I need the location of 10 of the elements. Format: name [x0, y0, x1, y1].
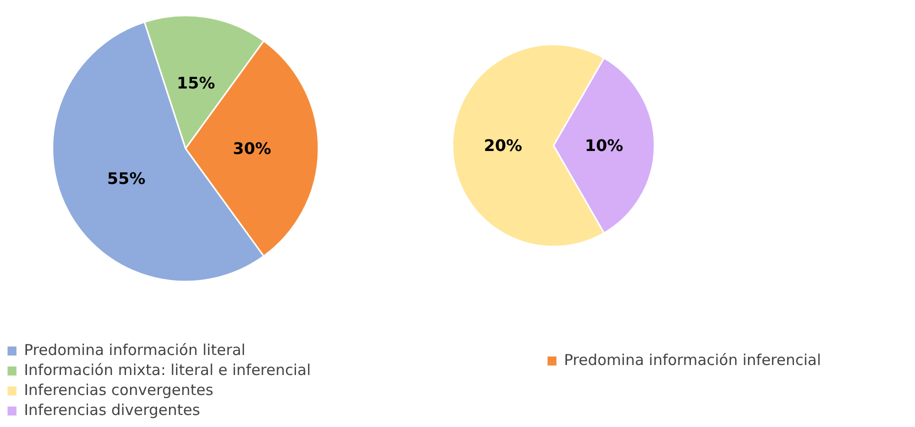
data-label: 15% — [176, 73, 216, 92]
data-label: 55% — [107, 169, 146, 188]
legend-label: Información mixta: literal e inferencial — [24, 361, 311, 379]
legend-label: Inferencias divergentes — [24, 401, 200, 419]
legend-label: Predomina información literal — [24, 341, 246, 359]
data-label: 20% — [484, 136, 522, 155]
legend-label: Predomina información inferencial — [564, 351, 822, 369]
data-label: 30% — [232, 139, 272, 158]
legend-label: Inferencias convergentes — [24, 381, 214, 399]
data-label: 10% — [584, 136, 624, 155]
